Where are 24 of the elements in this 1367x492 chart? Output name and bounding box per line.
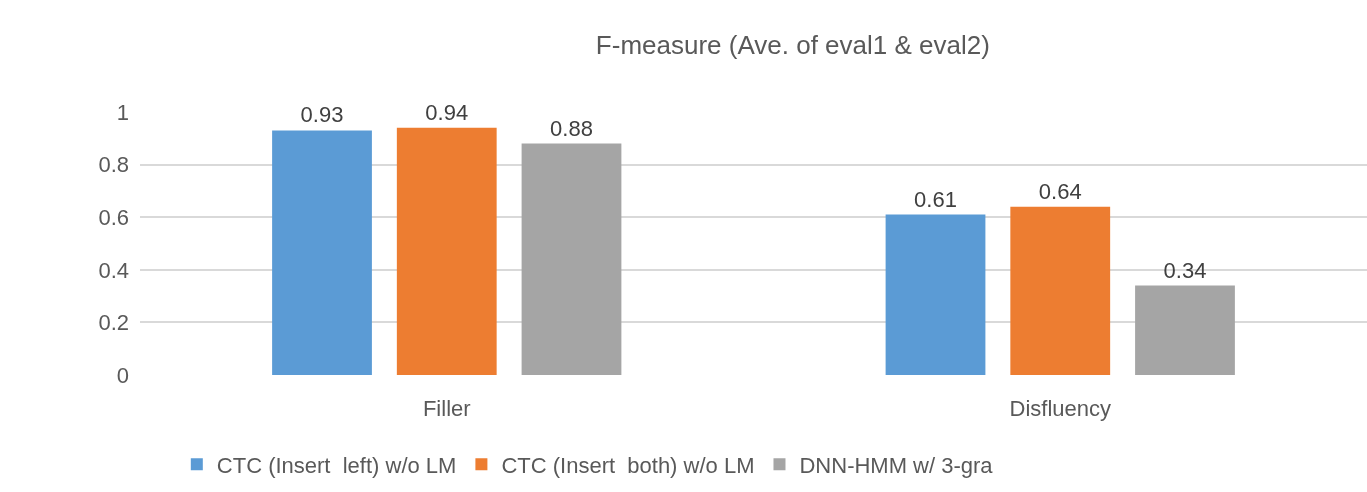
- legend-label: CTC (Insert both) w/o LM: [501, 452, 755, 478]
- data-label: 0.34: [1163, 257, 1207, 283]
- bar: [885, 214, 986, 375]
- bar: [396, 127, 497, 375]
- bar: [272, 130, 372, 375]
- y-tick-label: 0: [116, 362, 129, 388]
- x-tick-label: Disfluency: [1009, 396, 1111, 421]
- data-label: 0.88: [550, 115, 593, 141]
- bar: [1135, 285, 1235, 375]
- legend-label: CTC (Insert left) w/o LM: [216, 452, 457, 478]
- y-tick-label: 0.6: [98, 204, 129, 230]
- legend-label: DNN-HMM w/ 3-gra: [799, 452, 994, 478]
- data-label: 0.93: [300, 102, 344, 128]
- data-label: 0.94: [425, 99, 469, 125]
- y-tick-label: 0.4: [98, 257, 129, 283]
- bar: [1010, 206, 1111, 375]
- x-tick-label: Filler: [422, 396, 471, 421]
- data-label: 0.61: [914, 186, 957, 212]
- bar: [521, 143, 622, 375]
- y-tick-label: 0.2: [98, 310, 129, 336]
- data-label: 0.64: [1038, 178, 1082, 204]
- y-tick-label: 0.8: [98, 152, 129, 178]
- chart-title: F-measure (Ave. of eval1 & eval2): [595, 30, 990, 61]
- y-tick-label: 1: [116, 99, 129, 125]
